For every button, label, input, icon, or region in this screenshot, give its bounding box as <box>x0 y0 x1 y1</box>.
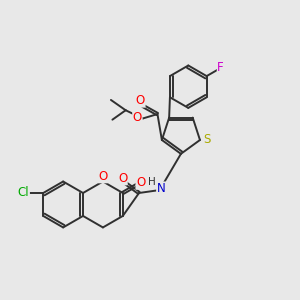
Text: O: O <box>98 170 107 183</box>
Text: O: O <box>118 172 127 185</box>
Text: F: F <box>218 61 224 74</box>
Text: H: H <box>148 177 156 187</box>
Text: O: O <box>136 94 145 107</box>
Text: O: O <box>133 110 142 124</box>
Text: S: S <box>204 134 211 146</box>
Text: N: N <box>157 182 166 195</box>
Text: Cl: Cl <box>18 187 29 200</box>
Text: O: O <box>136 176 145 189</box>
